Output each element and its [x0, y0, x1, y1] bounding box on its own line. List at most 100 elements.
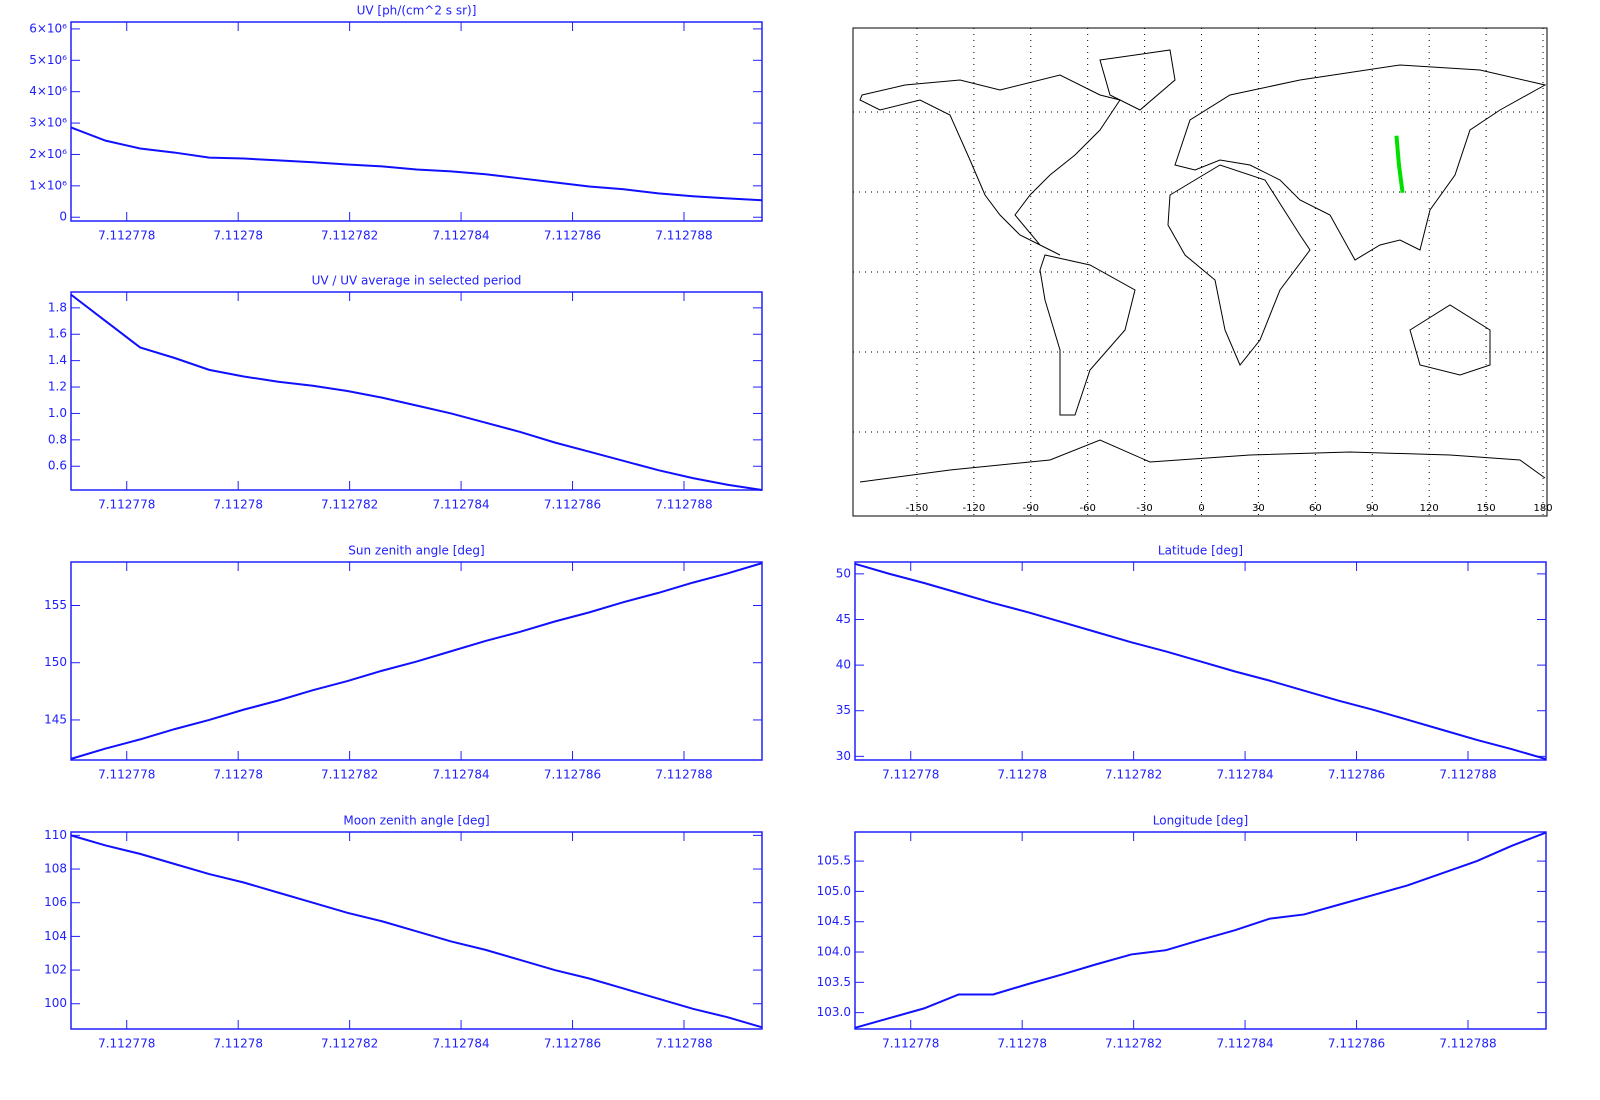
x-tick-label: 7.112786: [1328, 768, 1385, 782]
x-tick-label: 7.112782: [321, 498, 378, 512]
y-tick-label: 110: [44, 828, 67, 842]
x-tick-label: 7.112786: [544, 1037, 601, 1051]
y-tick-label: 106: [44, 895, 67, 909]
y-tick-label: 35: [836, 703, 851, 717]
chart-title: UV / UV average in selected period: [312, 274, 522, 288]
x-tick-label: -30: [1136, 503, 1152, 514]
x-tick-label: 7.112784: [432, 1037, 489, 1051]
x-tick-label: 7.112782: [1105, 768, 1162, 782]
y-tick-label: 2×10⁶: [29, 147, 67, 161]
plot-frame: [70, 561, 763, 761]
y-tick-label: 145: [44, 712, 67, 726]
x-tick-label: 7.112784: [432, 498, 489, 512]
x-tick-label: 7.112784: [1216, 768, 1273, 782]
data-line: [854, 831, 1547, 1029]
chart-title: Sun zenith angle [deg]: [348, 544, 484, 558]
plot-frame: [70, 291, 763, 491]
x-tick-label: 180: [1533, 503, 1552, 514]
satellite-track: [1394, 135, 1405, 194]
y-tick-label: 6×10⁶: [29, 21, 67, 35]
x-tick-label: 7.112788: [655, 229, 712, 243]
y-tick-label: 1.8: [48, 300, 67, 314]
x-tick-label: 7.11278: [997, 768, 1047, 782]
x-tick-label: 7.112782: [321, 229, 378, 243]
y-tick-label: 50: [836, 566, 851, 580]
world-map: -150 -120 -90 -60 -30 0 30 60 90 120 150 180: [852, 27, 1553, 517]
x-tick-label: 7.112778: [98, 498, 155, 512]
x-tick-label: 90: [1366, 503, 1379, 514]
x-tick-label: -90: [1023, 503, 1039, 514]
plot-frame: [854, 831, 1547, 1030]
coastline: [1174, 64, 1547, 261]
y-tick-label: 1.6: [48, 327, 67, 341]
plot-frame: [70, 831, 763, 1030]
y-tick-label: 1.4: [48, 353, 67, 367]
data-line: [70, 126, 763, 202]
y-tick-label: 103.0: [817, 1005, 851, 1019]
y-tick-label: 45: [836, 612, 851, 626]
chart-title: Moon zenith angle [deg]: [343, 814, 489, 828]
plot-frame: [854, 561, 1547, 761]
plot-frame: [70, 21, 763, 222]
x-tick-label: 7.112778: [98, 768, 155, 782]
x-tick-label: 7.112782: [321, 768, 378, 782]
x-tick-label: 7.11278: [997, 1037, 1047, 1051]
x-tick-label: -120: [963, 503, 986, 514]
x-tick-label: 7.112778: [882, 768, 939, 782]
x-tick-label: 120: [1420, 503, 1439, 514]
coastline: [859, 74, 1121, 256]
chart-title: Latitude [deg]: [1158, 544, 1243, 558]
y-tick-label: 104.5: [817, 914, 851, 928]
x-tick-label: -150: [906, 503, 929, 514]
x-tick-label: 7.11278: [213, 229, 263, 243]
y-tick-label: 0: [59, 210, 67, 224]
x-tick-label: 30: [1252, 503, 1265, 514]
data-line: [70, 293, 763, 491]
x-tick-label: 7.112778: [98, 1037, 155, 1051]
x-tick-label: 7.112778: [882, 1037, 939, 1051]
x-tick-label: 7.112784: [432, 229, 489, 243]
x-tick-label: 7.112788: [1439, 768, 1496, 782]
coastline: [1167, 164, 1311, 366]
coastline: [1039, 254, 1136, 416]
chart-title: UV [ph/(cm^2 s sr)]: [357, 4, 477, 18]
x-tick-label: 0: [1198, 503, 1204, 514]
coastline: [1099, 49, 1176, 111]
y-tick-label: 100: [44, 996, 67, 1010]
y-tick-label: 103.5: [817, 975, 851, 989]
data-line: [70, 834, 763, 1029]
map-frame: [852, 27, 1548, 517]
y-tick-label: 150: [44, 655, 67, 669]
x-tick-label: 7.112786: [544, 498, 601, 512]
x-tick-label: 7.11278: [213, 1037, 263, 1051]
y-tick-label: 5×10⁶: [29, 53, 67, 67]
x-tick-label: 7.112786: [544, 229, 601, 243]
coastline: [1409, 304, 1491, 376]
y-tick-label: 104.0: [817, 945, 851, 959]
y-tick-label: 1.2: [48, 380, 67, 394]
x-tick-label: 7.11278: [213, 498, 263, 512]
x-tick-label: 7.112788: [655, 1037, 712, 1051]
y-tick-label: 3×10⁶: [29, 116, 67, 130]
y-tick-label: 0.6: [48, 459, 67, 473]
y-tick-label: 1×10⁶: [29, 178, 67, 192]
x-tick-label: 7.112784: [432, 768, 489, 782]
x-tick-label: 7.11278: [213, 768, 263, 782]
x-tick-label: 7.112788: [655, 498, 712, 512]
y-tick-label: 40: [836, 658, 851, 672]
x-tick-label: 7.112782: [321, 1037, 378, 1051]
y-tick-label: 4×10⁶: [29, 84, 67, 98]
x-tick-label: 7.112788: [655, 768, 712, 782]
data-line: [854, 562, 1547, 761]
y-tick-label: 1.0: [48, 406, 67, 420]
coastline: [859, 439, 1546, 483]
chart-title: Longitude [deg]: [1153, 814, 1248, 828]
y-tick-label: 108: [44, 862, 67, 876]
y-tick-label: 105.5: [817, 854, 851, 868]
x-tick-label: 7.112778: [98, 229, 155, 243]
x-tick-label: -60: [1080, 503, 1096, 514]
x-tick-label: 7.112788: [1439, 1037, 1496, 1051]
x-tick-label: 150: [1477, 503, 1496, 514]
y-tick-label: 105.0: [817, 884, 851, 898]
y-tick-label: 30: [836, 749, 851, 763]
